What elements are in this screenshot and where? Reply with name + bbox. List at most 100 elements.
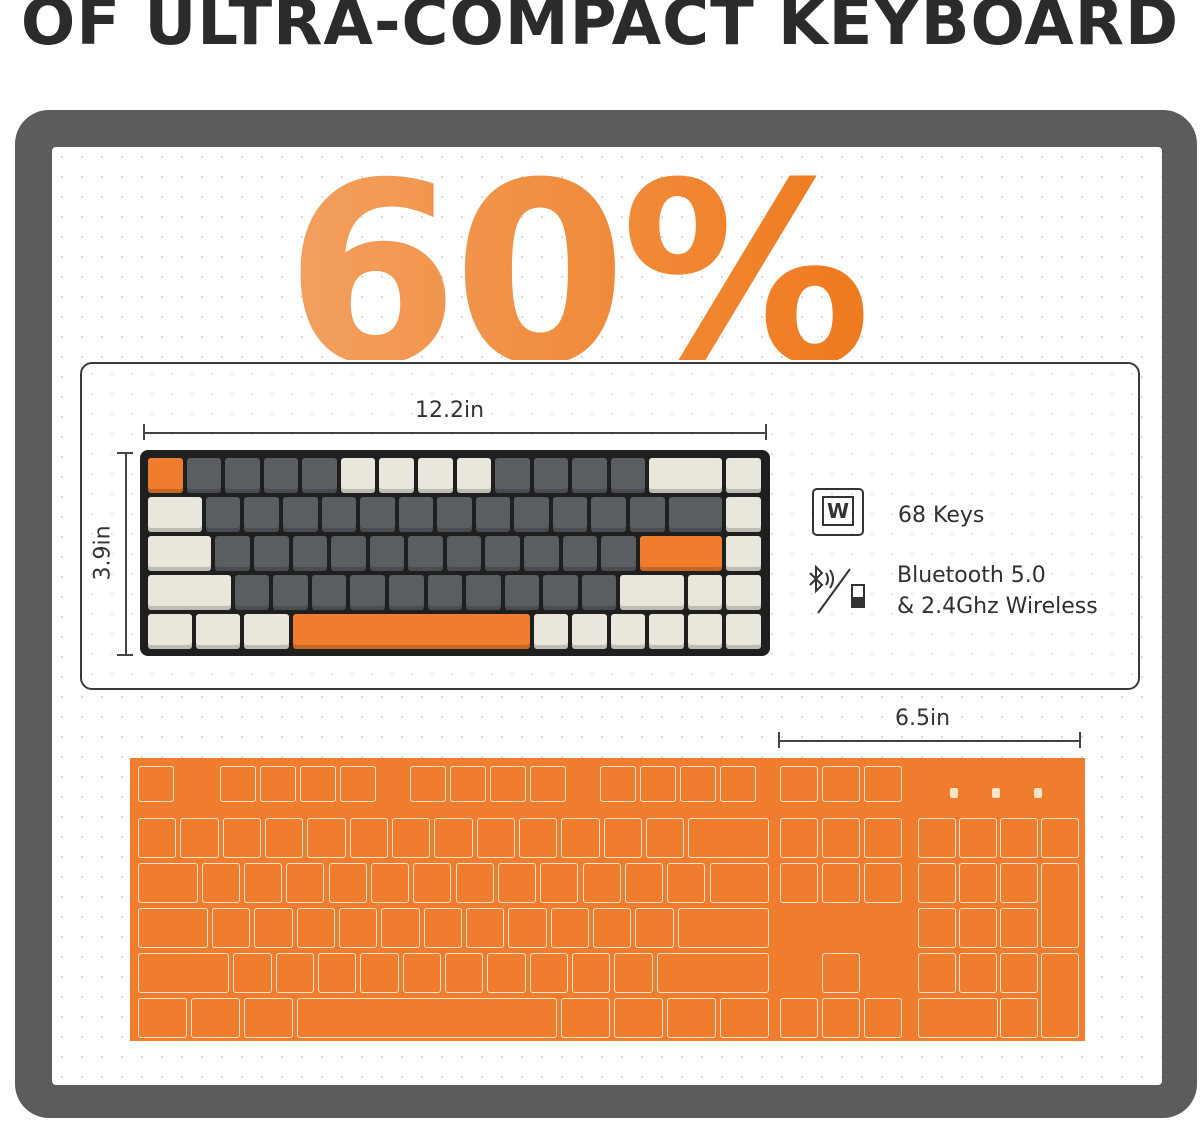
width-label: 12.2in <box>415 398 485 423</box>
key <box>369 536 405 571</box>
key-outline <box>1000 863 1038 903</box>
key-outline <box>402 953 441 993</box>
key <box>148 536 212 571</box>
key-outline <box>275 953 314 993</box>
key <box>543 575 578 610</box>
key-outline <box>212 908 251 948</box>
headline: OF ULTRA-COMPACT KEYBOARD <box>20 0 1180 60</box>
tick <box>143 424 145 440</box>
feature-wireless-line1: Bluetooth 5.0 <box>897 563 1046 588</box>
key <box>148 497 202 532</box>
key-outline <box>918 953 956 993</box>
key <box>456 458 492 493</box>
key-outline <box>582 863 621 903</box>
key <box>523 536 559 571</box>
key <box>726 614 761 649</box>
key-outline <box>720 998 769 1038</box>
key-outline <box>918 863 956 903</box>
sixty-percent-clip: 60% <box>285 150 965 360</box>
feature-wireless-line2: & 2.4Ghz Wireless <box>897 594 1098 619</box>
key <box>417 458 453 493</box>
key-outline <box>410 766 446 802</box>
key-outline <box>780 863 818 903</box>
key-outline <box>667 863 706 903</box>
key-outline <box>296 998 558 1038</box>
key-outline <box>780 766 818 802</box>
key-outline <box>286 863 325 903</box>
key <box>726 575 761 610</box>
key-outline <box>201 863 240 903</box>
difference-dimension-line <box>778 740 1080 742</box>
key <box>398 497 434 532</box>
key-outline <box>864 998 902 1038</box>
key <box>601 536 636 571</box>
bluetooth-dongle-icon <box>806 564 870 615</box>
key-outline <box>864 818 902 858</box>
key-outline <box>822 766 860 802</box>
key <box>726 536 761 571</box>
key-outline <box>561 818 600 858</box>
key-outline <box>138 998 187 1038</box>
key-outline <box>1000 908 1038 948</box>
key <box>726 497 761 532</box>
key <box>687 575 723 610</box>
key-outline <box>593 908 632 948</box>
key <box>591 497 627 532</box>
indicator-led <box>950 788 958 798</box>
key-outline <box>959 863 997 903</box>
key-outline <box>519 818 558 858</box>
key-outline <box>688 818 769 858</box>
key <box>244 497 279 532</box>
key-outline <box>614 998 664 1038</box>
key <box>514 497 549 532</box>
key <box>668 497 723 532</box>
key <box>610 458 646 493</box>
key <box>331 536 366 571</box>
key <box>379 458 414 493</box>
key-outline <box>614 953 653 993</box>
key-outline <box>624 863 664 903</box>
key <box>533 458 569 493</box>
key <box>504 575 540 610</box>
bluetooth-symbol-icon <box>809 564 865 614</box>
key-outline <box>680 766 716 802</box>
key-outline <box>918 998 998 1038</box>
full-size-keyboard-outline <box>130 758 1085 1041</box>
key-outline <box>360 953 399 993</box>
tick <box>778 732 780 748</box>
key <box>495 458 530 493</box>
key-outline <box>138 953 230 993</box>
key-outline <box>709 863 769 903</box>
key <box>408 536 443 571</box>
key-outline <box>450 766 486 802</box>
key <box>485 536 520 571</box>
key-outline <box>340 766 376 802</box>
key <box>273 575 308 610</box>
key <box>620 575 684 610</box>
height-label: 3.9in <box>90 525 116 581</box>
key-outline <box>180 818 219 858</box>
indicator-led <box>992 788 1000 798</box>
key-outline <box>1000 998 1038 1038</box>
tick <box>765 424 767 440</box>
indicator-led <box>1034 788 1042 798</box>
key-outline <box>370 863 410 903</box>
key <box>148 458 183 493</box>
key-outline <box>571 953 611 993</box>
keycap-icon: W <box>812 488 864 536</box>
key-outline <box>190 998 240 1038</box>
key <box>572 458 607 493</box>
key-outline <box>466 908 505 948</box>
key-outline <box>413 863 452 903</box>
key <box>572 614 607 649</box>
key-outline <box>822 998 860 1038</box>
key-outline <box>1041 863 1079 948</box>
key <box>244 614 289 649</box>
key <box>148 575 231 610</box>
key-outline <box>423 908 463 948</box>
key-outline <box>864 766 902 802</box>
key-outline <box>254 908 293 948</box>
key-outline <box>138 863 198 903</box>
key <box>292 536 328 571</box>
tick <box>1079 732 1081 748</box>
